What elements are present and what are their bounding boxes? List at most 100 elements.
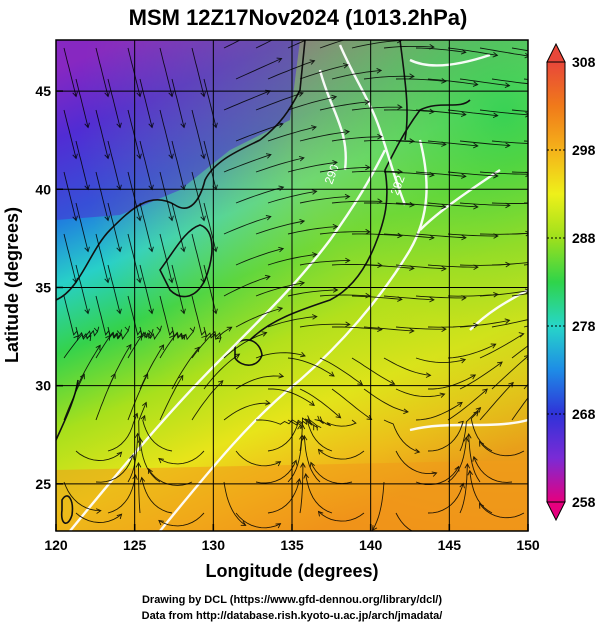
contour-label: 290 (322, 162, 342, 186)
streamline (75, 78, 89, 128)
streamline-arrowhead (137, 437, 144, 443)
streamline (63, 47, 77, 97)
streamline (427, 202, 478, 208)
streamline (299, 463, 304, 514)
y-tick-label: 35 (35, 279, 51, 295)
streamline (299, 388, 341, 419)
contour-line (338, 44, 407, 206)
streamline-arrowhead (376, 67, 383, 74)
streamline (267, 478, 300, 514)
streamline (159, 332, 186, 359)
streamline (95, 171, 109, 221)
streamline-arrowhead (139, 476, 146, 483)
streamline (491, 140, 528, 144)
streamline (395, 202, 446, 208)
streamline-arrowhead (309, 59, 316, 65)
streamline-arrowhead (344, 129, 351, 135)
streamline (364, 202, 414, 206)
map-plot-area: 290 292 (56, 40, 574, 531)
streamline (107, 140, 121, 190)
credit-line-1: Drawing by DCL (https://www.gfd-dennou.o… (142, 594, 442, 606)
streamline (75, 450, 122, 461)
streamline (223, 154, 272, 173)
y-axis-ticks: 25 30 35 40 45 (35, 83, 63, 492)
streamline (107, 326, 129, 340)
streamline (203, 326, 232, 341)
streamline-arrowhead (278, 246, 285, 253)
streamline-arrowhead (403, 408, 409, 415)
streamline (223, 90, 271, 111)
streamline-arrowhead (129, 453, 135, 460)
streamline-arrowhead (457, 401, 463, 408)
streamline (319, 294, 371, 297)
streamline-arrowhead (470, 374, 477, 380)
streamline-arrowhead (265, 215, 272, 221)
wind-streamlines (63, 40, 574, 531)
streamline (139, 202, 153, 252)
streamline (415, 171, 466, 177)
streamline-arrowhead (505, 142, 511, 149)
streamline-arrowhead (292, 459, 298, 466)
streamline-arrowhead (158, 457, 164, 464)
colorbar-tick-label: 288 (572, 230, 596, 246)
streamline-arrowhead (472, 455, 478, 462)
streamline-arrowhead (234, 353, 241, 359)
streamline (63, 233, 77, 283)
streamline-arrowhead (536, 315, 541, 320)
streamline-arrowhead (300, 351, 306, 358)
streamline (127, 109, 141, 159)
streamline-arrowhead (569, 198, 574, 203)
streamline (63, 109, 77, 159)
streamline-arrowhead (460, 358, 467, 364)
streamline-arrowhead (135, 462, 142, 468)
streamline-arrowhead (278, 373, 285, 379)
streamline-arrowhead (84, 122, 90, 129)
colorbar-bottom-arrow (546, 501, 566, 522)
streamline (95, 454, 134, 483)
streamline (107, 202, 121, 252)
streamline-arrowhead (313, 424, 319, 431)
streamline (299, 131, 350, 142)
streamline (351, 295, 402, 300)
streamline (171, 78, 185, 128)
streamline (191, 330, 222, 359)
streamline (351, 106, 402, 111)
streamline (159, 375, 184, 421)
streamline-arrowhead (345, 257, 351, 264)
streamline (235, 307, 283, 328)
streamline-arrowhead (79, 373, 85, 380)
coastline-kyushu (234, 339, 263, 366)
streamline-arrowhead (277, 122, 284, 128)
streamline (459, 407, 481, 452)
streamline (511, 397, 528, 421)
streamline (479, 109, 528, 116)
coastline-sakhalin (399, 40, 408, 141)
streamline-arrowhead (240, 520, 247, 526)
streamline (363, 264, 414, 269)
streamline (395, 450, 437, 475)
streamline (479, 333, 524, 359)
streamline (479, 47, 528, 57)
colorbar: 258 268 278 288 298 308 (546, 42, 596, 522)
streamline (459, 319, 510, 328)
streamline (447, 47, 498, 56)
streamline-arrowhead (299, 218, 306, 225)
streamline (267, 421, 303, 452)
streamline-arrowhead (136, 215, 142, 222)
streamline (75, 326, 98, 340)
streamline (191, 295, 207, 337)
streamline (363, 75, 414, 80)
streamline (287, 289, 338, 297)
streamline (158, 450, 205, 465)
streamline (95, 233, 109, 283)
streamline-arrowhead (316, 424, 322, 431)
colorbar-tick-label: 308 (572, 54, 596, 70)
streamline (127, 373, 149, 421)
streamline (395, 78, 446, 82)
streamline (427, 264, 478, 268)
streamline-arrowhead (537, 259, 542, 264)
streamline-arrowhead (472, 81, 479, 87)
credit-line-2: Data from http://database.rish.kyoto-u.a… (142, 610, 443, 622)
streamline-arrowhead (429, 234, 435, 241)
